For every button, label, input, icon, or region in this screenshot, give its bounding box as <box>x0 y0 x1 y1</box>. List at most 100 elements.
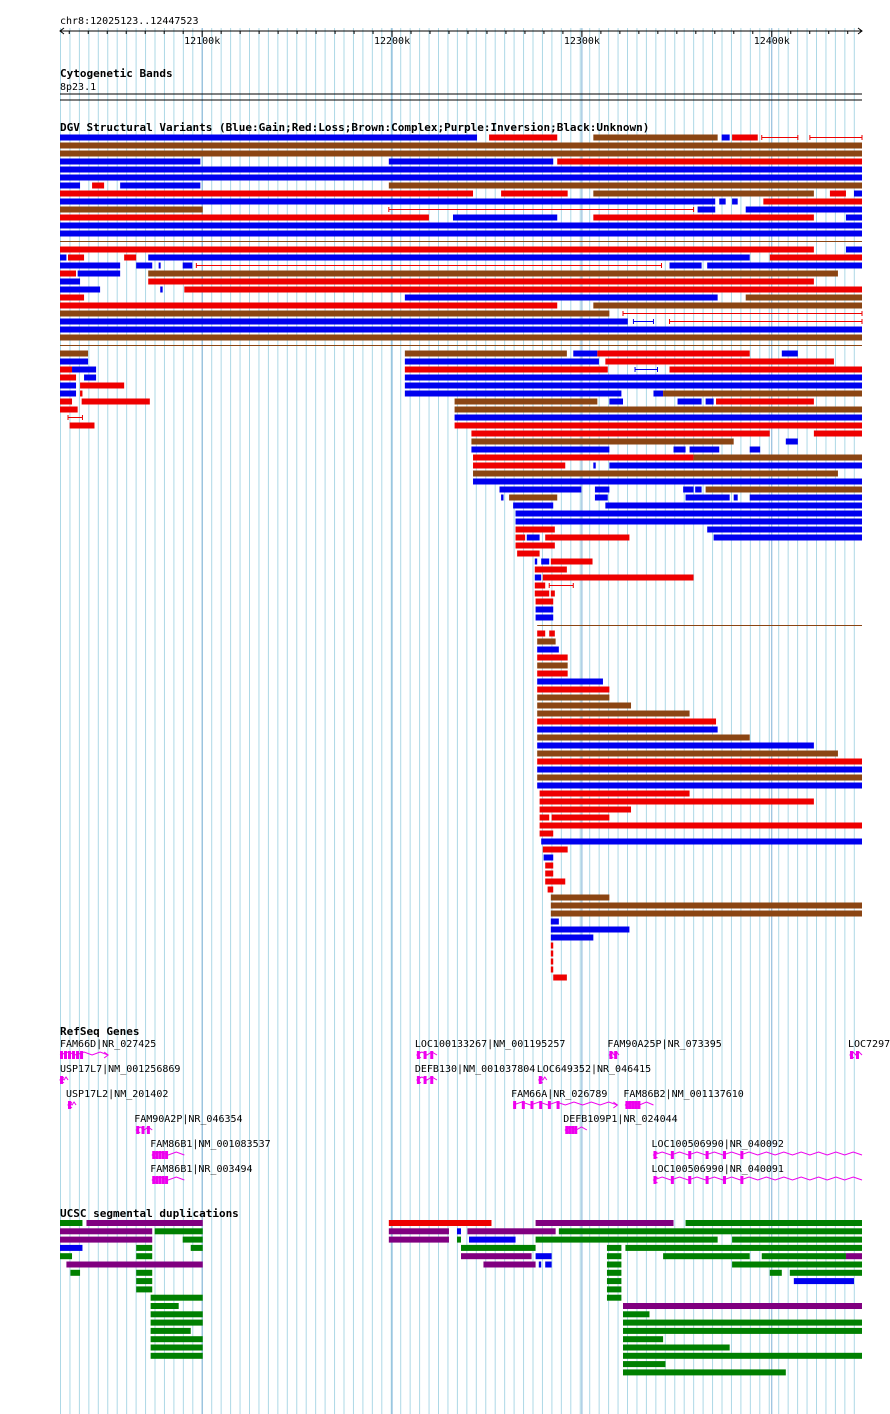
ruler-right-arrow-icon <box>857 27 863 35</box>
dgv-variant <box>550 942 554 949</box>
dgv-variant <box>535 614 554 621</box>
dgv-variant <box>683 486 694 493</box>
segdup-feature <box>606 1294 622 1301</box>
dgv-variant <box>537 638 556 645</box>
gene-exon <box>574 1126 578 1134</box>
dgv-variant <box>785 438 798 445</box>
dgv-variant <box>404 366 608 373</box>
dgv-variant <box>677 398 702 405</box>
segdup-feature <box>538 1261 542 1268</box>
gene-label: USP17L2|NM_201402 <box>66 1089 168 1100</box>
strand-arrow-icon <box>416 1076 422 1084</box>
dgv-variant <box>501 494 504 501</box>
dgv-variant <box>515 534 526 541</box>
dgv-variant <box>537 662 568 669</box>
strand-arrow-icon <box>416 1051 422 1059</box>
dgv-variant <box>539 806 632 813</box>
strand-arrow-icon <box>67 1101 73 1109</box>
dgv-variant <box>550 934 594 941</box>
segdup-feature <box>606 1269 622 1276</box>
dgv-variant <box>60 230 862 237</box>
dgv-variant <box>593 214 814 221</box>
segdup-feature <box>86 1220 203 1226</box>
gene-label: FAM90A2P|NR_046354 <box>134 1114 242 1125</box>
dgv-variant <box>534 566 567 573</box>
gene-exon <box>637 1101 641 1109</box>
gene-exon <box>547 1101 551 1109</box>
dgv-variant <box>537 766 862 773</box>
gene-exon <box>430 1076 434 1084</box>
segdup-feature <box>461 1244 536 1251</box>
dgv-variant <box>404 358 599 365</box>
gene-label: LOC100133267|NM_001195257 <box>415 1039 566 1050</box>
gene-model <box>849 1051 863 1059</box>
dgv-variant <box>60 246 814 253</box>
dgv-variant <box>452 214 558 221</box>
gene-exon <box>740 1176 744 1184</box>
gene-exon <box>68 1101 72 1109</box>
gene-model <box>537 1076 548 1084</box>
gene-exon <box>530 1101 534 1109</box>
segdup-feature <box>190 1244 203 1251</box>
dgv-variant <box>537 742 814 749</box>
strand-arrow-icon <box>564 1126 570 1134</box>
segdup-feature <box>606 1261 622 1268</box>
dgv-variant <box>745 206 862 213</box>
dgv-variant <box>829 190 846 197</box>
dgv-variant <box>60 326 862 333</box>
dgv-variant <box>454 406 862 413</box>
dgv-variant <box>388 158 554 165</box>
strand-arrow-icon <box>608 1051 614 1059</box>
dgv-variant <box>557 158 862 165</box>
segdup-feature <box>150 1336 203 1343</box>
dgv-variant <box>60 390 77 397</box>
gene-exon <box>72 1051 76 1059</box>
dgv-variant <box>550 902 862 909</box>
segdup-feature <box>388 1220 492 1226</box>
dgv-variant <box>733 494 738 501</box>
dgv-variant <box>148 254 750 261</box>
segdup-feature <box>845 1253 862 1260</box>
dgv-variant <box>542 574 694 581</box>
dgv-variant <box>388 182 862 189</box>
segdup-feature <box>150 1311 203 1318</box>
dgv-variant <box>513 502 554 509</box>
dgv-variant <box>545 878 566 885</box>
ruler-tick-label: 12300k <box>564 36 600 47</box>
dgv-variant <box>60 398 73 405</box>
dgv-variant <box>120 182 201 189</box>
gene-exon <box>158 1151 162 1159</box>
gene-exon <box>556 1101 560 1109</box>
dgv-features <box>60 134 863 981</box>
dgv-variant <box>60 374 77 381</box>
segdup-feature <box>388 1236 449 1243</box>
dgv-variant <box>60 318 628 325</box>
dgv-variant <box>845 246 862 253</box>
gene-exon <box>423 1076 427 1084</box>
segdup-feature <box>70 1269 81 1276</box>
dgv-variant <box>60 286 101 293</box>
gene-exon <box>80 1051 84 1059</box>
gene-exon <box>513 1101 517 1109</box>
dgv-track-title: DGV Structural Variants (Blue:Gain;Red:L… <box>60 121 649 134</box>
gene-exon <box>849 1051 853 1059</box>
segdup-feature <box>789 1269 862 1276</box>
dgv-variant <box>609 462 862 469</box>
segdup-feature <box>456 1228 461 1235</box>
dgv-variant <box>489 134 558 141</box>
dgv-variant <box>542 846 568 853</box>
dgv-variant <box>593 134 718 141</box>
gene-model <box>59 1051 109 1059</box>
ruler-ticks: 12100k 12200k 12300k 12400k <box>68 31 849 47</box>
dgv-variant <box>669 262 702 269</box>
dgv-variant <box>719 198 726 205</box>
dgv-variant <box>515 526 555 533</box>
segdup-feature <box>136 1286 153 1293</box>
segdup-feature <box>761 1253 846 1260</box>
ruler-tick-label: 12100k <box>184 36 220 47</box>
gene-exon <box>670 1176 674 1184</box>
dgv-variant <box>60 382 77 389</box>
segdup-feature <box>535 1236 718 1243</box>
dgv-variant <box>594 494 608 501</box>
dgv-variant <box>158 262 161 269</box>
